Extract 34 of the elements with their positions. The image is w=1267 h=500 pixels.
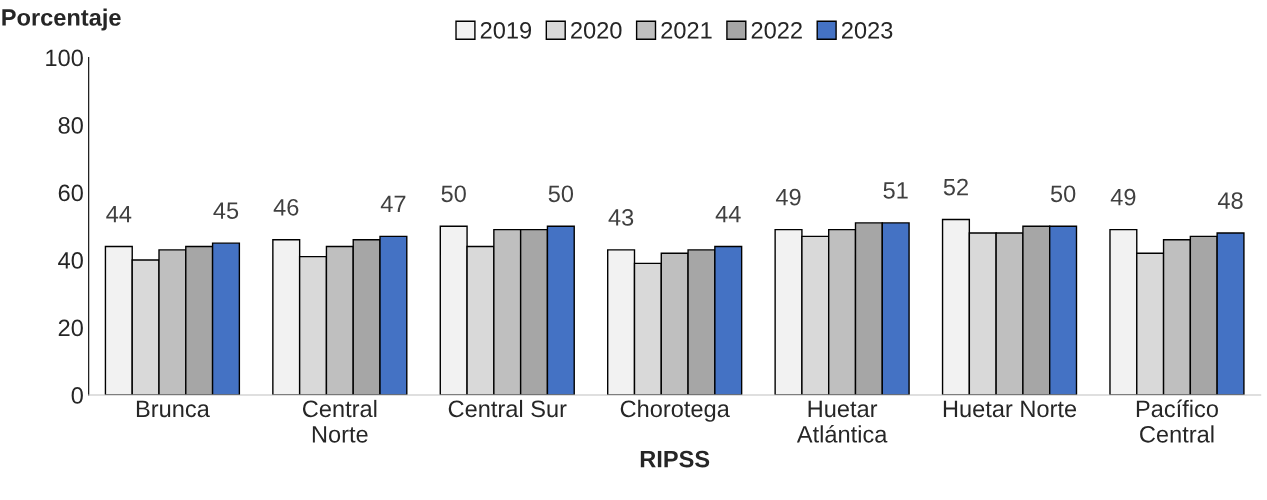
legend-label: 2019 (480, 21, 532, 39)
data-label: 50 (441, 185, 466, 203)
x-axis-title: RIPSS (640, 450, 710, 468)
legend-label: 2023 (842, 21, 893, 39)
data-label: 46 (273, 198, 299, 216)
legend-label: 2022 (751, 21, 802, 39)
data-label: 44 (715, 205, 741, 223)
legend-label: 2021 (661, 21, 712, 39)
x-tick-label: Chorotega (620, 399, 730, 422)
y-tick-label: 80 (58, 117, 83, 134)
data-label: 50 (548, 185, 574, 203)
data-label: 44 (106, 205, 132, 223)
y-tick-label: 0 (71, 387, 83, 404)
data-label: 49 (775, 188, 801, 206)
data-label: 52 (943, 178, 968, 196)
data-label: 51 (883, 182, 908, 199)
x-tick-label: Huetar Atlántica (796, 400, 888, 443)
y-tick-label: 100 (46, 49, 83, 67)
legend-label: 2020 (571, 21, 622, 39)
x-tick-label: Central Norte (302, 399, 377, 443)
data-label: 50 (1050, 185, 1076, 203)
data-label: 49 (1110, 188, 1136, 206)
y-tick-label: 20 (58, 319, 83, 337)
y-axis-title: Porcentaje (2, 8, 121, 31)
y-tick-label: 40 (58, 252, 83, 269)
data-label: 45 (213, 202, 239, 220)
x-tick-label: Brunca (136, 400, 210, 418)
x-tick-label: Huetar Norte (943, 400, 1077, 418)
data-label: 48 (1217, 192, 1243, 209)
data-label: 43 (608, 209, 634, 226)
y-tick-label: 60 (58, 184, 83, 202)
data-label: 47 (380, 195, 406, 213)
x-tick-label: Central Sur (448, 399, 567, 418)
x-tick-label: Pacífico Central (1136, 399, 1218, 443)
